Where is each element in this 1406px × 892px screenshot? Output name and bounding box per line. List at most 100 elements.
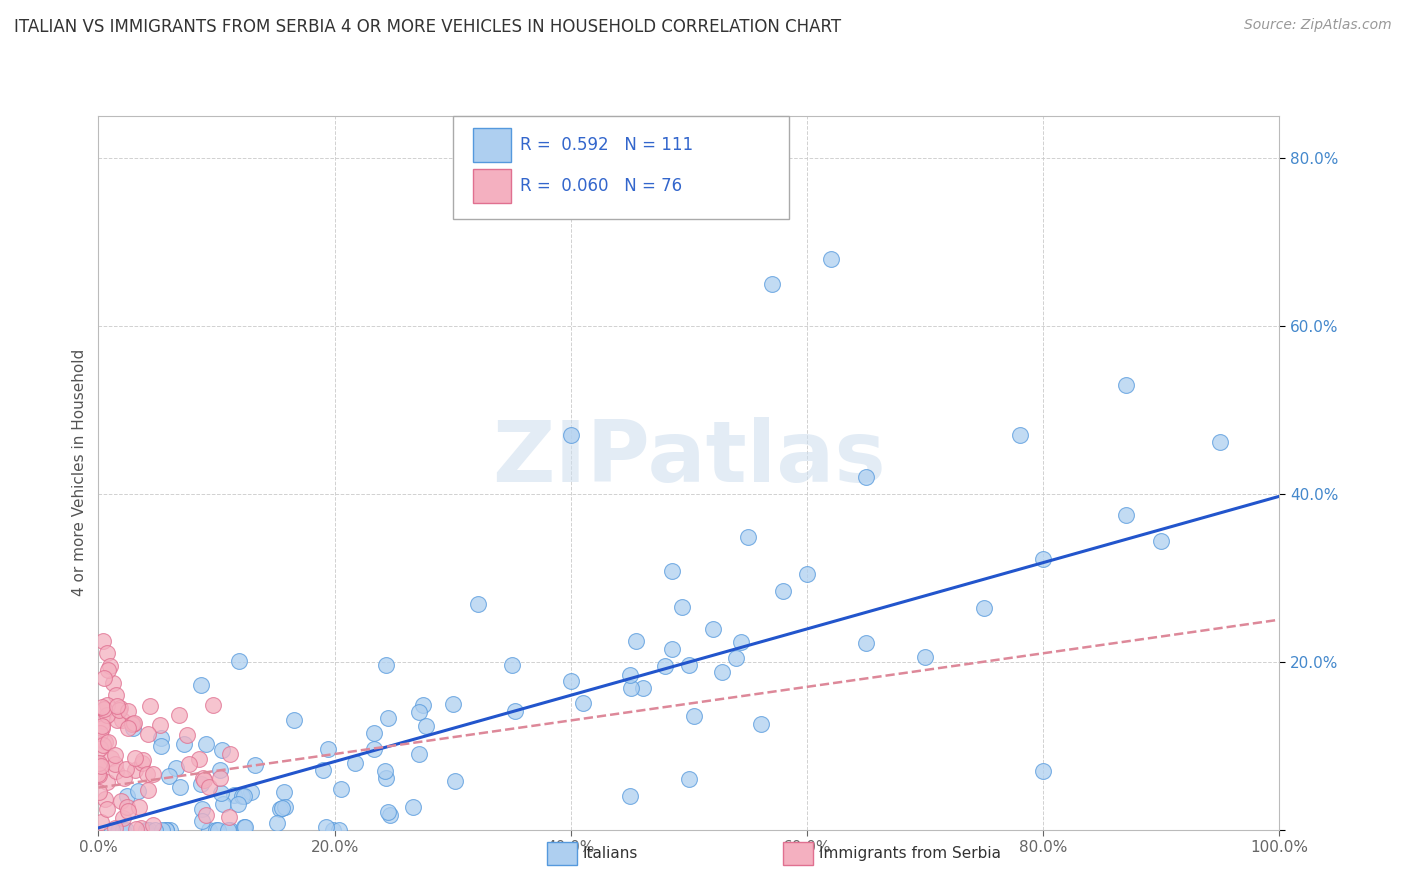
Point [96, 775, 118, 789]
Point [90, 721, 112, 735]
Bar [547, 842, 576, 865]
Point [408, 747, 430, 761]
Point [127, 784, 149, 798]
Point [195, 808, 218, 822]
Point [142, 818, 165, 832]
Point [217, 822, 239, 837]
Point [654, 659, 676, 673]
Point [117, 804, 139, 818]
Point [105, 713, 128, 727]
Point [136, 727, 159, 741]
Point [155, 822, 177, 837]
Point [122, 722, 145, 736]
Point [115, 800, 138, 814]
Point [105, 688, 128, 702]
Bar [783, 842, 813, 865]
Point [124, 763, 146, 777]
Point [135, 822, 157, 837]
Point [1115, 377, 1137, 392]
Point [89, 767, 111, 781]
Point [273, 785, 295, 799]
Point [363, 726, 385, 740]
Point [412, 698, 434, 712]
Point [1032, 552, 1054, 566]
Point [730, 635, 752, 649]
Point [193, 773, 215, 788]
Point [143, 822, 166, 837]
Bar [472, 169, 510, 203]
Point [671, 599, 693, 614]
Point [101, 675, 124, 690]
Point [218, 809, 240, 823]
Point [191, 771, 214, 785]
Point [363, 742, 385, 756]
Point [89, 740, 111, 755]
Point [231, 789, 253, 803]
Point [207, 822, 229, 837]
Point [212, 797, 235, 811]
Point [104, 821, 127, 835]
Text: ITALIAN VS IMMIGRANTS FROM SERBIA 4 OR MORE VEHICLES IN HOUSEHOLD CORRELATION CH: ITALIAN VS IMMIGRANTS FROM SERBIA 4 OR M… [14, 18, 841, 36]
Point [90, 758, 112, 772]
Point [855, 636, 877, 650]
Point [124, 822, 146, 837]
Point [560, 428, 582, 442]
Point [142, 767, 165, 781]
Point [121, 717, 143, 731]
Point [90, 815, 112, 830]
Point [683, 709, 706, 723]
Point [93, 701, 115, 715]
Point [441, 697, 464, 711]
Point [107, 822, 129, 837]
Point [132, 752, 155, 766]
Point [375, 771, 398, 785]
Point [150, 739, 173, 753]
Point [124, 750, 146, 764]
Point [328, 822, 350, 837]
Point [274, 799, 297, 814]
Point [190, 777, 212, 791]
Point [233, 821, 256, 835]
FancyBboxPatch shape [453, 116, 789, 219]
Point [374, 764, 396, 779]
Point [224, 788, 246, 802]
Point [104, 764, 127, 779]
Point [283, 714, 305, 728]
Point [724, 651, 747, 665]
Y-axis label: 4 or more Vehicles in Household: 4 or more Vehicles in Household [72, 349, 87, 597]
Point [191, 802, 214, 816]
Point [503, 704, 526, 718]
Point [190, 678, 212, 692]
Point [97, 663, 120, 677]
Point [117, 704, 139, 718]
Point [105, 699, 128, 714]
Point [117, 721, 139, 735]
Point [194, 737, 217, 751]
Point [96, 802, 118, 816]
Point [444, 774, 467, 789]
Point [98, 658, 121, 673]
Point [378, 808, 401, 822]
Text: Source: ZipAtlas.com: Source: ZipAtlas.com [1244, 18, 1392, 32]
Point [93, 792, 115, 806]
Point [624, 633, 647, 648]
Point [772, 583, 794, 598]
Point [169, 708, 191, 723]
Point [1032, 764, 1054, 778]
Point [96, 698, 118, 713]
Bar [472, 128, 510, 162]
Point [91, 633, 114, 648]
Text: R =  0.592   N = 111: R = 0.592 N = 111 [520, 136, 693, 154]
Point [89, 726, 111, 740]
Point [197, 822, 219, 837]
Point [914, 649, 936, 664]
Point [111, 822, 134, 837]
Text: ZIPatlas: ZIPatlas [492, 417, 886, 500]
Point [108, 703, 131, 717]
Point [501, 657, 523, 672]
Point [111, 714, 134, 728]
Point [87, 767, 110, 781]
Point [104, 748, 127, 763]
Point [128, 800, 150, 814]
Point [149, 718, 172, 732]
